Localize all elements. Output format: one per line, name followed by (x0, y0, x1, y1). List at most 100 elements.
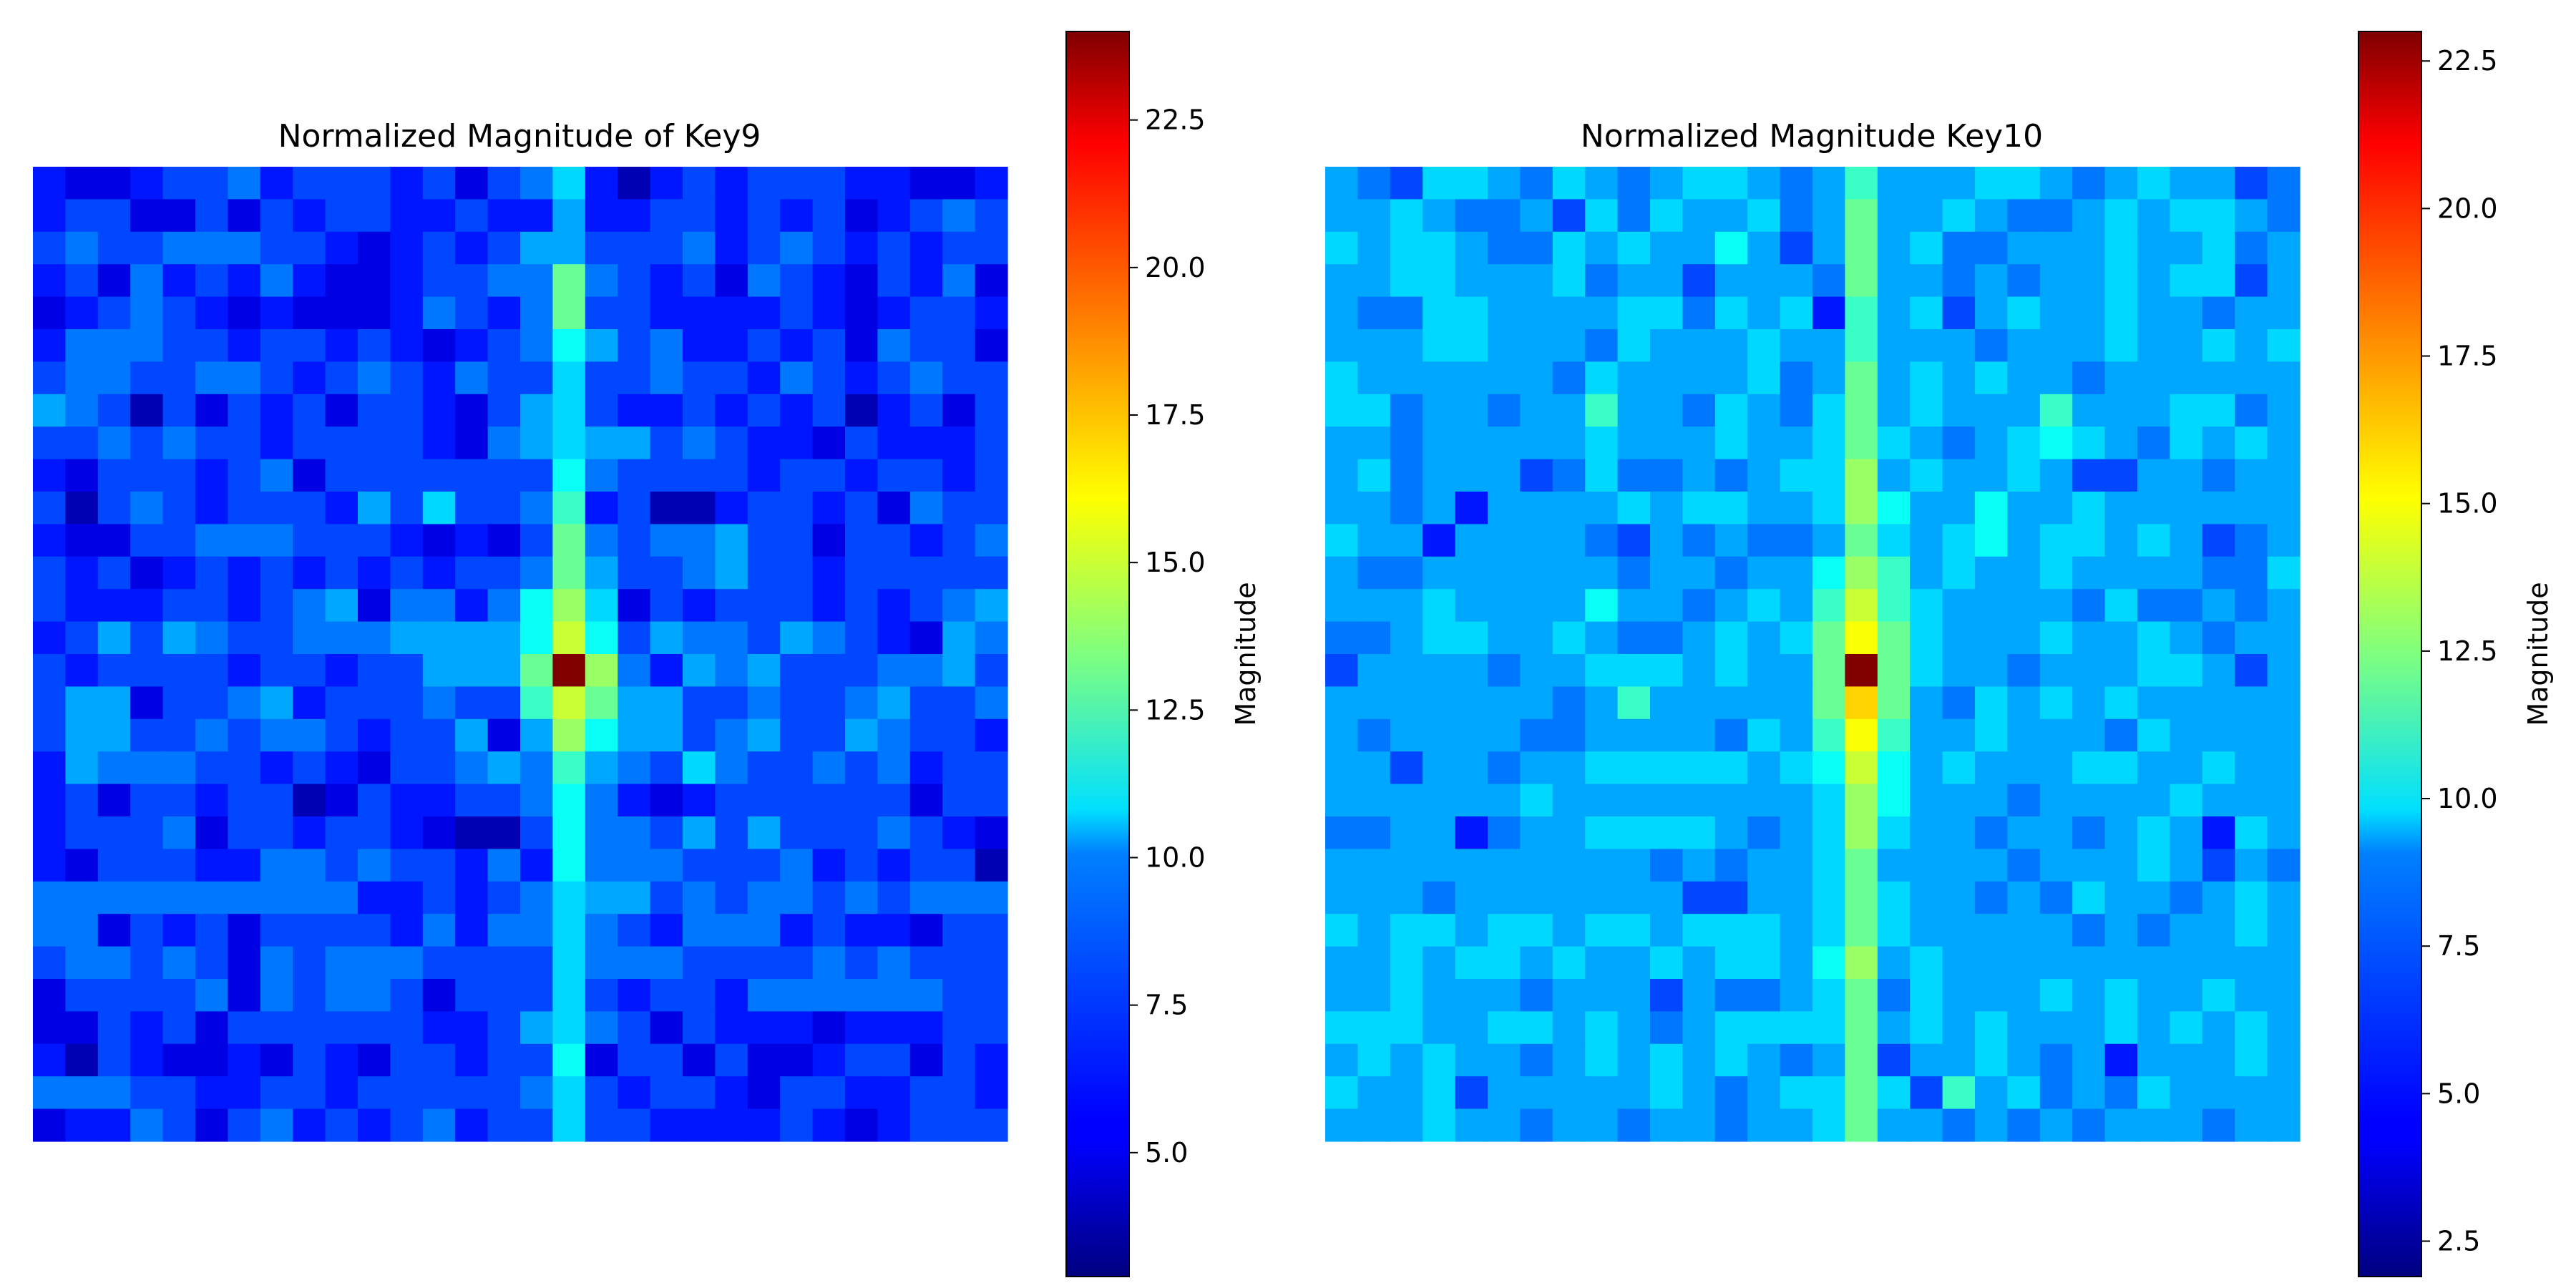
heatmap-cell (1552, 1043, 1586, 1077)
heatmap-cell (293, 1108, 326, 1142)
heatmap-cell (1942, 459, 1976, 492)
heatmap-cell (455, 231, 489, 265)
heatmap-cell (2039, 167, 2073, 200)
heatmap-cell (2267, 784, 2301, 817)
heatmap-cell (1423, 167, 1456, 200)
heatmap-cell (97, 199, 131, 233)
heatmap-cell (390, 394, 424, 427)
heatmap-cell (1682, 946, 1716, 980)
heatmap-cell (1585, 556, 1619, 590)
heatmap-cell (1877, 914, 1911, 947)
heatmap-cell (1455, 264, 1488, 298)
heatmap-cell (1650, 816, 1683, 849)
heatmap-cell (1747, 979, 1781, 1012)
heatmap-cell (1357, 1011, 1391, 1045)
heatmap-cell (1552, 881, 1586, 914)
heatmap-cell (942, 394, 976, 427)
heatmap-cell (2104, 361, 2138, 395)
heatmap-cell (683, 751, 716, 785)
heatmap-cell (845, 1043, 878, 1077)
heatmap-cell (975, 524, 1008, 557)
heatmap-cell (747, 1108, 781, 1142)
heatmap-cell (1552, 426, 1586, 460)
heatmap-cell (487, 199, 521, 233)
heatmap-cell (1325, 231, 1358, 265)
heatmap-cell (293, 329, 326, 362)
heatmap-cell (1910, 361, 1943, 395)
heatmap-cell (683, 849, 716, 882)
heatmap-cell (1423, 914, 1456, 947)
heatmap-cell (1942, 816, 1976, 849)
heatmap-cell (228, 1043, 261, 1077)
heatmap-cell (1910, 556, 1943, 590)
heatmap-cell (1455, 459, 1488, 492)
heatmap-cell (455, 914, 489, 947)
heatmap-cell (942, 361, 976, 395)
heatmap-cell (260, 1011, 293, 1045)
heatmap-cell (1357, 816, 1391, 849)
heatmap-cell (618, 361, 651, 395)
heatmap-cell (1942, 881, 1976, 914)
heatmap-cell (1877, 718, 1911, 752)
heatmap-cell (780, 199, 814, 233)
heatmap-cell (1455, 1043, 1488, 1077)
colorbar-tick-label: 5.0 (2437, 1078, 2480, 1109)
heatmap-cell (2202, 556, 2235, 590)
heatmap-cell (1975, 167, 2008, 200)
heatmap-cell (1617, 751, 1651, 785)
heatmap-cell (1520, 426, 1553, 460)
heatmap-cell (1325, 816, 1358, 849)
colorbar-tick-label: 20.0 (1145, 252, 1206, 283)
heatmap-cell (1520, 654, 1553, 687)
heatmap-cell (33, 199, 66, 233)
heatmap-cell (487, 914, 521, 947)
heatmap-cell (2007, 329, 2041, 362)
heatmap-cell (1585, 914, 1619, 947)
heatmap-cell (650, 979, 683, 1012)
heatmap-cell (1780, 361, 1813, 395)
heatmap-cell (2170, 621, 2203, 655)
heatmap-cell (1877, 329, 1911, 362)
heatmap-cell (2039, 1011, 2073, 1045)
heatmap-cell (552, 556, 586, 590)
heatmap-cell (650, 849, 683, 882)
heatmap-cell (1325, 264, 1358, 298)
heatmap-cell (650, 361, 683, 395)
heatmap-cell (1520, 361, 1553, 395)
heatmap-cell (1357, 718, 1391, 752)
heatmap-cell (1325, 199, 1358, 233)
colorbar-tick-label: 22.5 (2437, 45, 2498, 77)
heatmap-cell (845, 718, 878, 752)
heatmap-cell (2072, 881, 2106, 914)
heatmap-cell (909, 686, 943, 720)
heatmap-cell (260, 946, 293, 980)
heatmap-cell (390, 231, 424, 265)
heatmap-cell (1357, 264, 1391, 298)
heatmap-cell (877, 1076, 911, 1110)
heatmap-cell (1747, 426, 1781, 460)
heatmap-cell (552, 492, 586, 525)
heatmap-cell (2072, 296, 2106, 330)
heatmap-cell (715, 329, 748, 362)
heatmap-cell (2039, 264, 2073, 298)
heatmap-cell (1390, 264, 1423, 298)
heatmap-cell (1585, 361, 1619, 395)
heatmap-cell (942, 1108, 976, 1142)
heatmap-cell (812, 816, 846, 849)
heatmap-cell (1423, 492, 1456, 525)
heatmap-cell (422, 1076, 456, 1110)
heatmap-cell (715, 426, 748, 460)
heatmap-cell (455, 556, 489, 590)
heatmap-cell (1747, 167, 1781, 200)
heatmap-cell (2072, 556, 2106, 590)
heatmap-cell (162, 881, 196, 914)
heatmap-cell (618, 1011, 651, 1045)
heatmap-cell (845, 426, 878, 460)
heatmap-cell (1942, 524, 1976, 557)
heatmap-cell (780, 686, 814, 720)
heatmap-cell (33, 589, 66, 623)
heatmap-cell (1975, 1043, 2008, 1077)
heatmap-cell (975, 556, 1008, 590)
heatmap-cell (65, 718, 99, 752)
heatmap-cell (390, 784, 424, 817)
